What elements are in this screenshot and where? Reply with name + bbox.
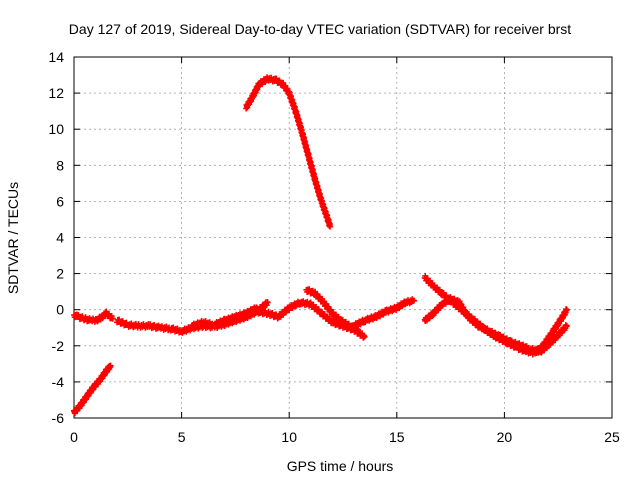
series-arc-4 [189,304,260,330]
x-tick-label: 10 [281,429,297,445]
y-tick-label: -2 [52,338,65,354]
data-points [71,74,570,417]
x-tick-label: 0 [70,429,78,445]
x-tick-label: 5 [178,429,186,445]
axis-ticks: 0 5 10 15 20 25 -6 -4 -2 0 2 4 6 8 10 12 14 [48,49,620,445]
series-arc-1 [71,362,114,417]
y-axis-label: SDTVAR / TECUs [5,182,21,294]
y-tick-label: 12 [48,85,64,101]
x-tick-label: 15 [389,429,405,445]
x-tick-label: 20 [497,429,513,445]
data-point [411,297,418,304]
data-point [327,223,334,230]
series-arc-9 [421,294,570,356]
series-arc-10 [421,272,570,358]
y-tick-label: 4 [56,230,64,246]
data-point [107,362,114,369]
series-arc-6 [253,298,368,341]
y-tick-label: 6 [56,193,64,209]
grid-layer [74,57,612,418]
data-point [264,299,271,306]
x-tick-label: 25 [604,429,620,445]
data-point [563,322,570,329]
chart-title: Day 127 of 2019, Sidereal Day-to-day VTE… [69,21,571,37]
series-arc-8 [350,296,418,331]
x-axis-label: GPS time / hours [287,458,394,474]
series-arc-5 [243,74,334,230]
data-point [361,333,368,340]
y-tick-label: -6 [52,410,65,426]
y-tick-label: -4 [52,374,65,390]
data-point [109,315,116,322]
y-tick-label: 10 [48,121,64,137]
series-arc-2 [71,308,116,325]
y-tick-label: 2 [56,266,64,282]
series-arc-3 [114,299,271,336]
data-point [355,326,362,333]
data-point [563,306,570,313]
y-tick-label: 14 [48,49,64,65]
series-arc-7 [303,286,362,335]
y-tick-label: 0 [56,302,64,318]
y-tick-label: 8 [56,157,64,173]
